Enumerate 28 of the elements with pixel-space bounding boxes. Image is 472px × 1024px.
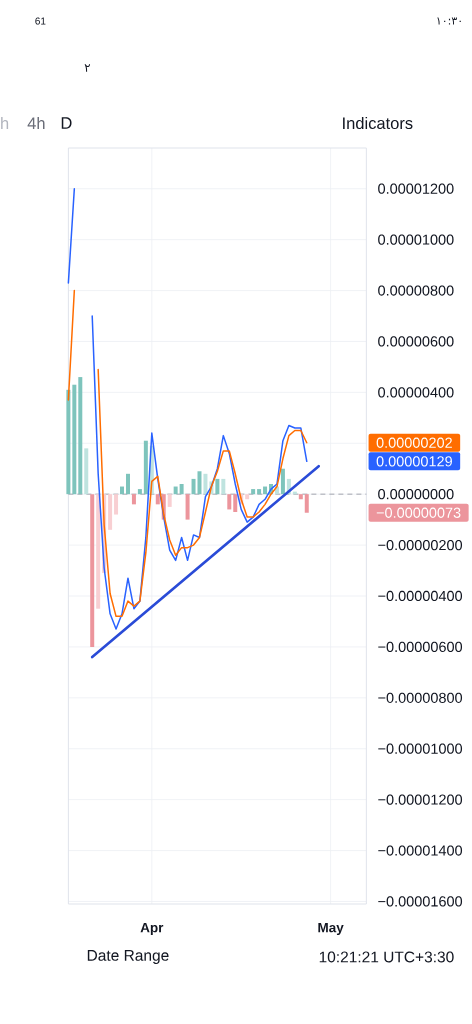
y-tick-label: 0.00001000	[377, 234, 454, 245]
x-tick-label: May	[318, 922, 344, 936]
y-tick-label: −0.00000600	[378, 641, 462, 653]
y-tick-label: −0.00001600	[378, 896, 462, 907]
y-tick-label: 0.00000600	[377, 336, 454, 347]
y-tick-label: 0.00000400	[377, 387, 454, 398]
text: 61	[35, 17, 46, 25]
x-tick-label: Apr	[140, 922, 164, 936]
y-tick-label: −0.00001400	[378, 845, 462, 856]
text: ۱۰:۳۰	[437, 17, 461, 25]
text: h	[0, 117, 8, 129]
y-tick-label: 0.00001200	[377, 183, 454, 194]
y-tick-label: −0.00001000	[378, 743, 462, 754]
text: Indicators	[342, 116, 413, 130]
y-tick-label: 0.00000800	[377, 285, 454, 296]
text: 0.00000202	[376, 437, 452, 448]
text: Date Range	[87, 950, 169, 964]
y-tick-label: 0.00000000	[377, 489, 454, 500]
y-tick-label: −0.00001200	[378, 794, 462, 805]
y-tick-label: −0.00000800	[378, 692, 462, 703]
text: 4h	[27, 117, 45, 129]
text: D	[61, 117, 72, 129]
text: 0.00000129	[376, 456, 452, 467]
text: −0.00000073	[376, 507, 461, 518]
y-tick-label: −0.00000200	[378, 539, 462, 551]
text: 10:21:21 UTC+3:30	[319, 951, 454, 963]
text: ۲	[84, 64, 90, 72]
y-tick-label: −0.00000400	[378, 590, 462, 602]
